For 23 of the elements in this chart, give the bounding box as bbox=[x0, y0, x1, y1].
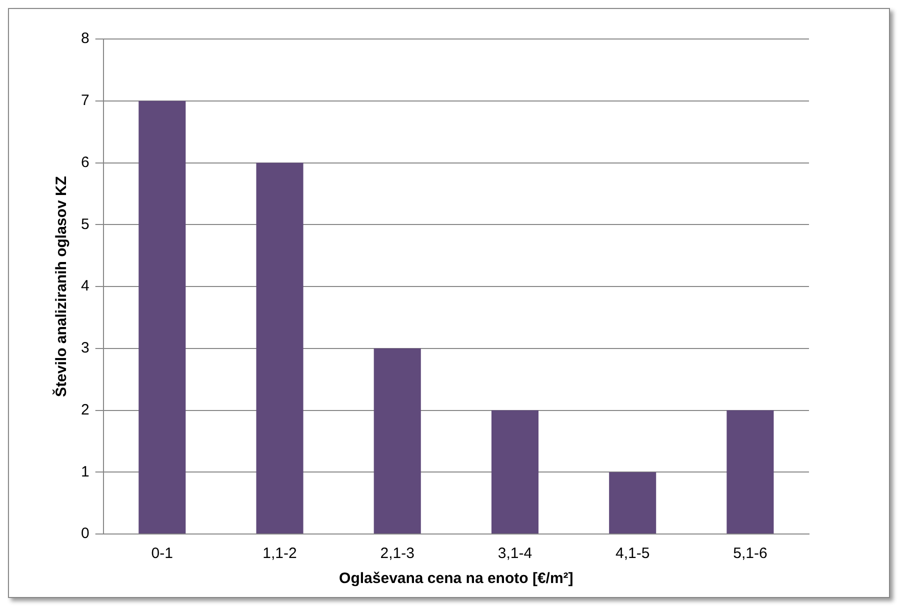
y-tick-label: 0 bbox=[81, 525, 90, 542]
y-tick-label: 3 bbox=[81, 340, 90, 357]
x-tick-label: 2,1-3 bbox=[380, 545, 414, 562]
x-axis-title: Oglaševana cena na enoto [€/m²] bbox=[339, 570, 574, 588]
bar bbox=[138, 100, 186, 534]
y-tick-label: 6 bbox=[81, 154, 90, 171]
x-tick-label: 4,1-5 bbox=[615, 545, 650, 562]
bar bbox=[256, 162, 304, 534]
y-tick-label: 2 bbox=[81, 401, 90, 418]
bar bbox=[609, 472, 656, 534]
y-tick-label: 7 bbox=[81, 92, 90, 110]
y-tick-label: 5 bbox=[81, 216, 90, 233]
y-tick-label: 8 bbox=[81, 30, 90, 48]
bar bbox=[491, 410, 538, 534]
bar bbox=[726, 410, 774, 534]
bar bbox=[374, 348, 421, 534]
y-axis-title: Število analiziranih oglasov KZ bbox=[52, 176, 70, 397]
y-tick-label: 4 bbox=[81, 278, 90, 295]
x-tick-label: 5,1-6 bbox=[733, 545, 768, 562]
y-tick-label: 1 bbox=[81, 463, 90, 480]
x-tick-label: 1,1-2 bbox=[262, 545, 297, 562]
x-tick-label: 0-1 bbox=[151, 545, 173, 562]
x-tick-label: 3,1-4 bbox=[498, 545, 532, 562]
